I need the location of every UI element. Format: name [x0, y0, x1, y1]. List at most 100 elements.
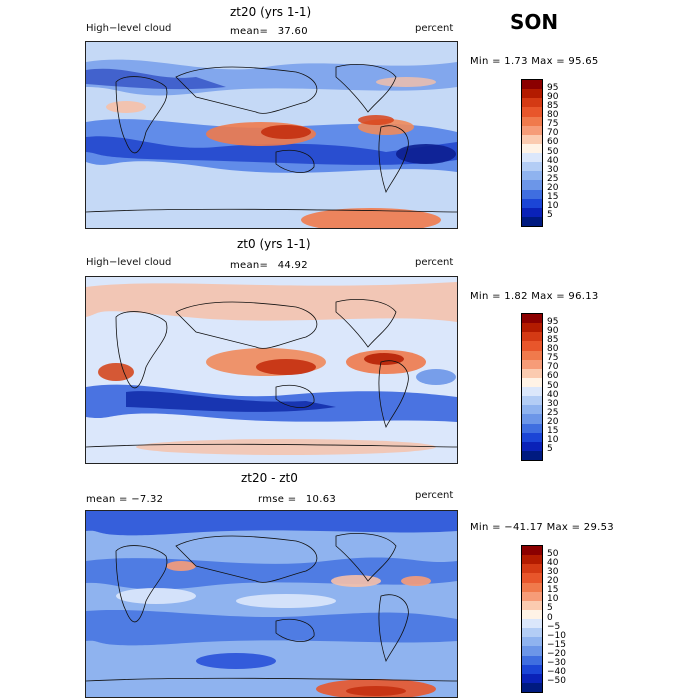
- colorbar-tick-label: 85: [547, 100, 559, 111]
- colorbar-swatch: [522, 682, 542, 692]
- panel3-map: [85, 510, 458, 698]
- colorbar-tick-label: 20: [547, 183, 559, 193]
- panel3-title: zt20 - zt0: [241, 471, 298, 485]
- panel2-map: [85, 276, 458, 464]
- colorbar-tick-label: 50: [547, 548, 559, 559]
- colorbar-tick-label: 20: [547, 417, 559, 427]
- colorbar-swatch: [522, 546, 542, 556]
- colorbar-swatch: [522, 153, 542, 163]
- colorbar-swatch: [522, 432, 542, 442]
- colorbar-tick-label: 60: [547, 371, 559, 382]
- panel2-title: zt0 (yrs 1-1): [237, 237, 311, 251]
- colorbar-swatch: [522, 89, 542, 99]
- colorbar-tick-label: 30: [547, 566, 559, 577]
- panel1-mean-value: 37.60: [277, 26, 308, 37]
- colorbar-swatch: [522, 628, 542, 638]
- colorbar-swatch: [522, 396, 542, 406]
- colorbar-swatch: [522, 341, 542, 351]
- colorbar-tick-label: 40: [547, 557, 559, 568]
- colorbar-swatch: [522, 609, 542, 619]
- colorbar-tick-label: 60: [547, 137, 559, 148]
- panel2-mean-value: 44.92: [277, 260, 308, 271]
- panel1-mean-key: mean=: [230, 26, 269, 37]
- colorbar-tick-label: 50: [547, 146, 559, 157]
- panel3-minmax: Min = −41.17 Max = 29.53: [470, 522, 614, 533]
- colorbar-swatch: [522, 377, 542, 387]
- colorbar-tick-label: 0: [547, 612, 553, 623]
- panel2-colorbar: [521, 313, 543, 461]
- colorbar-tick-label: −10: [547, 630, 566, 641]
- colorbar-swatch: [522, 441, 542, 451]
- colorbar-swatch: [522, 600, 542, 610]
- colorbar-swatch: [522, 125, 542, 135]
- colorbar-tick-label: 75: [547, 119, 559, 130]
- colorbar-swatch: [522, 323, 542, 333]
- panel1-map: [85, 41, 458, 229]
- colorbar-tick-label: 15: [547, 426, 559, 437]
- panel2-variable-label: High−level cloud: [86, 257, 172, 268]
- season-label: SON: [510, 10, 559, 34]
- colorbar-tick-label: 70: [547, 128, 559, 139]
- colorbar-tick-label: 10: [547, 201, 559, 212]
- colorbar-swatch: [522, 646, 542, 656]
- colorbar-tick-label: 10: [547, 435, 559, 446]
- panel3-colorbar: [521, 545, 543, 693]
- colorbar-tick-label: 90: [547, 325, 559, 336]
- colorbar-tick-label: 10: [547, 594, 559, 605]
- colorbar-tick-label: 30: [547, 398, 559, 409]
- colorbar-swatch: [522, 405, 542, 415]
- panel2-minmax: Min = 1.82 Max = 96.13: [470, 291, 599, 302]
- colorbar-tick-label: 20: [547, 576, 559, 586]
- colorbar-swatch: [522, 664, 542, 674]
- colorbar-swatch: [522, 98, 542, 108]
- colorbar-tick-label: 80: [547, 344, 559, 354]
- colorbar-swatch: [522, 573, 542, 583]
- colorbar-tick-label: 25: [547, 173, 559, 184]
- colorbar-tick-label: −50: [547, 676, 566, 687]
- colorbar-swatch: [522, 332, 542, 342]
- colorbar-swatch: [522, 564, 542, 574]
- colorbar-tick-label: −20: [547, 649, 566, 659]
- colorbar-swatch: [522, 116, 542, 126]
- colorbar-swatch: [522, 189, 542, 199]
- colorbar-tick-label: 75: [547, 353, 559, 364]
- panel2-mean-label: mean= 44.92: [230, 260, 308, 271]
- colorbar-tick-label: 95: [547, 82, 559, 93]
- panel3-mean-label: mean = −7.32: [86, 494, 164, 505]
- panel2-mean-key: mean=: [230, 260, 269, 271]
- colorbar-swatch: [522, 350, 542, 360]
- colorbar-swatch: [522, 673, 542, 683]
- colorbar-swatch: [522, 314, 542, 324]
- colorbar-tick-label: 5: [547, 603, 553, 614]
- colorbar-tick-label: 15: [547, 192, 559, 203]
- panel1-variable-label: High−level cloud: [86, 23, 172, 34]
- colorbar-tick-label: 85: [547, 334, 559, 345]
- colorbar-swatch: [522, 171, 542, 181]
- colorbar-swatch: [522, 637, 542, 647]
- colorbar-swatch: [522, 414, 542, 424]
- colorbar-swatch: [522, 216, 542, 226]
- colorbar-swatch: [522, 591, 542, 601]
- panel3-rmse-value: 10.63: [305, 494, 337, 505]
- colorbar-swatch: [522, 450, 542, 460]
- colorbar-tick-label: 95: [547, 316, 559, 327]
- colorbar-tick-label: 5: [547, 210, 553, 221]
- colorbar-tick-label: 40: [547, 389, 559, 400]
- panel1-mean-label: mean= 37.60: [230, 26, 308, 37]
- colorbar-swatch: [522, 387, 542, 397]
- colorbar-swatch: [522, 180, 542, 190]
- colorbar-tick-label: 15: [547, 585, 559, 596]
- colorbar-tick-label: 70: [547, 362, 559, 373]
- colorbar-swatch: [522, 655, 542, 665]
- colorbar-tick-label: 50: [547, 380, 559, 391]
- panel1-minmax: Min = 1.73 Max = 95.65: [470, 56, 599, 67]
- colorbar-tick-label: −30: [547, 658, 566, 669]
- colorbar-tick-label: 90: [547, 91, 559, 102]
- panel3-units: percent: [415, 490, 454, 501]
- colorbar-swatch: [522, 134, 542, 144]
- colorbar-swatch: [522, 423, 542, 433]
- panel1-colorbar: [521, 79, 543, 227]
- colorbar-tick-label: −15: [547, 639, 566, 650]
- colorbar-swatch: [522, 162, 542, 172]
- colorbar-swatch: [522, 555, 542, 565]
